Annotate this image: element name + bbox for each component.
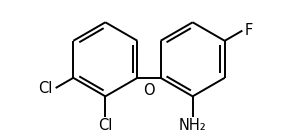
Text: Cl: Cl xyxy=(98,118,113,133)
Text: NH₂: NH₂ xyxy=(179,118,207,133)
Text: F: F xyxy=(245,23,253,38)
Text: O: O xyxy=(143,83,155,98)
Text: Cl: Cl xyxy=(38,80,52,95)
